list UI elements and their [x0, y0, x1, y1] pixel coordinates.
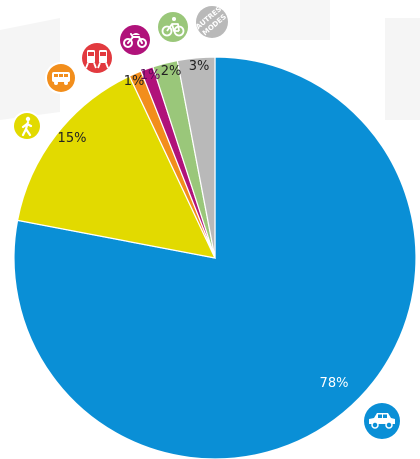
pie-slice-5 [176, 56, 216, 259]
slice-label-5: 3% [189, 59, 210, 74]
bicycle-icon [156, 10, 190, 44]
bus-icon [45, 62, 77, 94]
pie-slice-1 [16, 75, 217, 259]
slice-label-3: 1% [140, 68, 161, 83]
train-icon [80, 41, 114, 75]
slice-label-1: 15% [58, 131, 87, 146]
motorcycle-icon [118, 23, 152, 57]
walking-person-icon [12, 111, 42, 141]
slice-label-0: 78% [320, 376, 349, 391]
autres-modes-icon: AUTRES MODES [194, 4, 230, 40]
pie-slices [13, 56, 417, 459]
car-icon [362, 401, 402, 441]
slice-label-4: 2% [161, 64, 182, 79]
slice-label-2: 1% [124, 74, 145, 89]
slice-labels: 78%15%1%1% 2% 3% [58, 59, 349, 391]
